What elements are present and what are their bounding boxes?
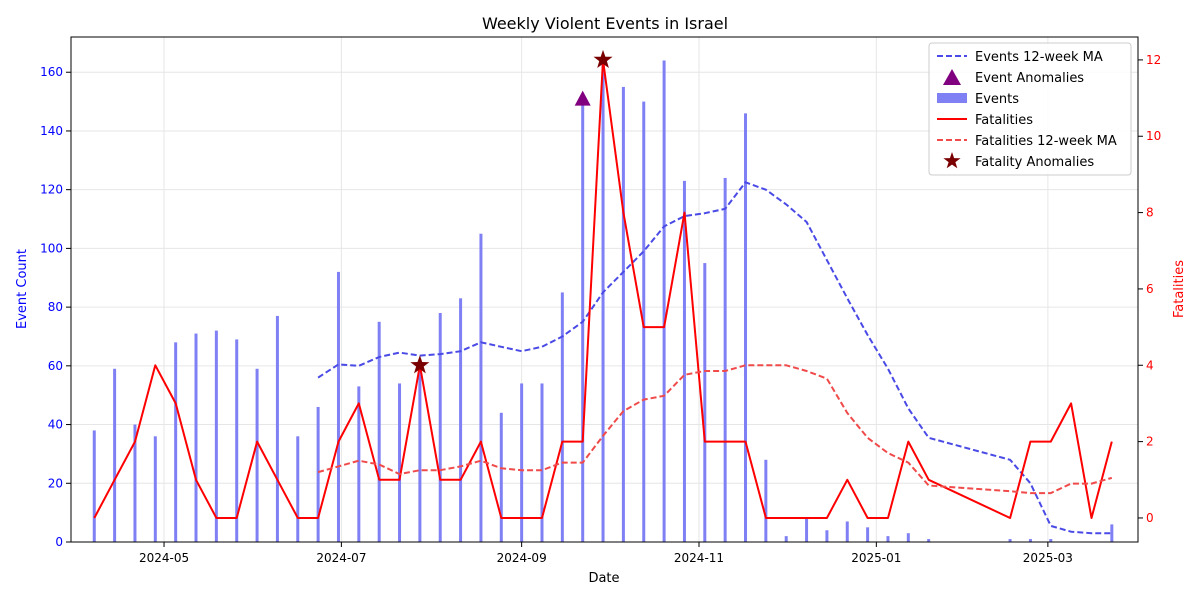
event-bar [662, 60, 666, 542]
left-y-tick-label: 140 [40, 124, 63, 138]
event-bar [174, 342, 178, 542]
event-bar [153, 436, 157, 542]
event-bar [316, 406, 320, 542]
event-anomaly-marker [574, 90, 591, 106]
event-bar [520, 383, 524, 542]
right-y-tick-label: 10 [1146, 129, 1161, 143]
x-axis: 2024-05 2024-07 2024-09 2024-11 2025-01 2025-… [139, 542, 1073, 565]
event-bar [601, 60, 605, 542]
event-bar [255, 368, 259, 542]
event-bar [499, 412, 503, 542]
left-y-tick-label: 80 [48, 300, 63, 314]
legend-label-fatality-anomalies: Fatality Anomalies [975, 155, 1094, 170]
event-bar [1008, 539, 1012, 542]
event-bar [682, 180, 686, 542]
legend-swatch-events [937, 93, 967, 103]
event-bar [235, 339, 239, 542]
event-bar [336, 271, 340, 542]
event-bar [1049, 539, 1053, 542]
legend: Events 12-week MA Event Anomalies Events… [928, 42, 1132, 176]
right-y-tick-label: 8 [1146, 206, 1154, 220]
event-bar [886, 536, 890, 542]
event-bar [744, 113, 748, 542]
event-bar [1110, 524, 1114, 542]
x-axis-label: Date [588, 571, 619, 586]
event-bar [805, 518, 809, 542]
event-bar [275, 315, 279, 542]
event-bar [133, 424, 137, 542]
event-bar [906, 533, 910, 542]
event-bar [927, 539, 931, 542]
legend-label-events-ma: Events 12-week MA [975, 50, 1103, 65]
left-y-axis: 0 20 40 60 80 100 120 140 160 [40, 65, 71, 549]
event-bar [194, 333, 198, 542]
fatalities-line [93, 58, 1113, 519]
legend-label-fatalities-ma: Fatalities 12-week MA [975, 134, 1117, 149]
legend-label-event-anomalies: Event Anomalies [975, 71, 1084, 86]
right-y-tick-label: 2 [1146, 435, 1154, 449]
x-tick-label: 2024-05 [139, 551, 189, 565]
event-bar [866, 527, 870, 542]
right-y-axis-label: Fatalities [1172, 260, 1187, 318]
event-bar [703, 263, 707, 542]
event-bar [377, 321, 381, 542]
event-bar [540, 383, 544, 542]
left-y-tick-label: 120 [40, 183, 63, 197]
event-bar [296, 436, 300, 542]
left-y-axis-label: Event Count [15, 249, 30, 329]
left-y-tick-label: 60 [48, 359, 63, 373]
legend-swatch-fatality-anomaly [943, 152, 961, 169]
anomaly-markers [410, 49, 613, 374]
legend-label-fatalities: Fatalities [975, 113, 1033, 128]
legend-label-events: Events [975, 92, 1019, 107]
event-bar [825, 530, 829, 542]
chart-title: Weekly Violent Events in Israel [482, 14, 728, 33]
event-bar [398, 383, 402, 542]
fatality-anomaly-marker [410, 355, 430, 374]
events-ma-line [317, 181, 1112, 535]
right-y-tick-label: 4 [1146, 358, 1154, 372]
event-bar [357, 386, 361, 542]
x-tick-label: 2024-09 [497, 551, 547, 565]
right-y-tick-label: 12 [1146, 53, 1161, 67]
event-bar [418, 365, 422, 542]
fatality-anomaly-marker [593, 49, 613, 68]
legend-box [928, 42, 1132, 176]
x-tick-label: 2025-03 [1023, 551, 1073, 565]
left-y-tick-label: 20 [48, 476, 63, 490]
legend-swatch-event-anomaly [943, 69, 961, 85]
left-y-tick-label: 40 [48, 418, 63, 432]
event-bar [845, 521, 849, 542]
event-bar [438, 312, 442, 542]
event-bar [459, 298, 463, 542]
x-tick-label: 2024-11 [674, 551, 724, 565]
left-y-tick-label: 160 [40, 65, 63, 79]
left-y-tick-label: 0 [55, 535, 63, 549]
left-y-tick-label: 100 [40, 241, 63, 255]
event-bar [214, 330, 218, 542]
right-y-axis: 0 2 4 6 8 10 12 [1138, 53, 1161, 525]
event-bar [113, 368, 117, 542]
event-bar [621, 86, 625, 543]
event-bar [723, 177, 727, 542]
plot-frame [70, 36, 1139, 543]
event-bar [92, 430, 96, 542]
event-bar [1028, 539, 1032, 542]
event-bar [784, 536, 788, 542]
event-bar [479, 233, 483, 542]
event-bar [560, 292, 564, 542]
right-y-tick-label: 0 [1146, 511, 1154, 525]
x-tick-label: 2025-01 [851, 551, 901, 565]
event-bar [764, 459, 768, 542]
x-tick-label: 2024-07 [316, 551, 366, 565]
fatalities-ma-line [317, 364, 1113, 495]
series-lines [93, 58, 1113, 535]
right-y-tick-label: 6 [1146, 282, 1154, 296]
